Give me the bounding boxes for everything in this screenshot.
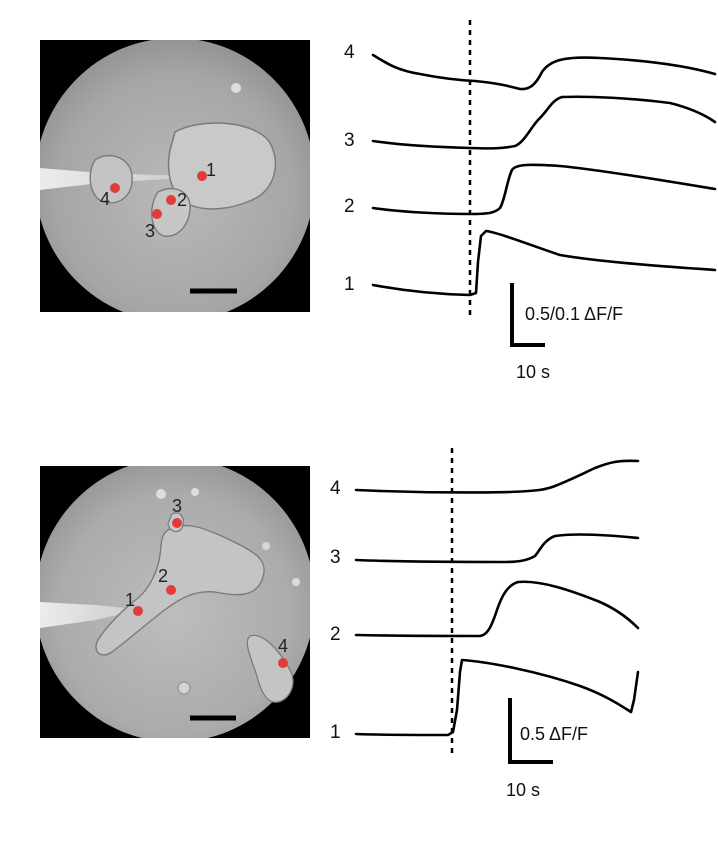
scale-x-label-b: 10 s (506, 780, 540, 800)
marker-a-3 (152, 209, 162, 219)
trace-label-a-3: 3 (344, 130, 355, 151)
cell-label-a-3: 3 (145, 221, 155, 241)
traces-a: 4 3 2 1 0.5/0.1 ΔF/F 10 s (344, 20, 717, 382)
trace-label-a-4: 4 (344, 42, 355, 63)
trace-a-3 (371, 95, 717, 150)
scale-bar-a (510, 283, 545, 347)
cell-label-b-4: 4 (278, 636, 288, 656)
scale-y-label-b: 0.5 ΔF/F (520, 724, 588, 744)
cell-label-b-1: 1 (125, 590, 135, 610)
scale-y-label-a: 0.5/0.1 ΔF/F (525, 304, 623, 324)
trace-label-a-1: 1 (344, 274, 355, 295)
trace-b-4 (354, 459, 640, 494)
trace-label-b-2: 2 (330, 624, 341, 645)
traces-b: 4 3 2 1 0.5 ΔF/F 10 s (330, 448, 640, 800)
trace-label-b-4: 4 (330, 478, 341, 499)
cell-label-a-2: 2 (177, 190, 187, 210)
scale-bar-b (508, 698, 553, 764)
trace-label-b-3: 3 (330, 547, 341, 568)
micrograph-a: 1 2 3 4 (40, 40, 310, 312)
trace-a-1 (371, 229, 717, 297)
marker-b-1 (133, 606, 143, 616)
trace-b-3 (354, 533, 640, 564)
scale-x-label-a: 10 s (516, 362, 550, 382)
cell-label-a-1: 1 (206, 160, 216, 180)
marker-b-2 (166, 585, 176, 595)
marker-b-3 (172, 518, 182, 528)
marker-a-2 (166, 195, 176, 205)
trace-b-2 (354, 580, 640, 638)
trace-a-4 (371, 53, 717, 91)
trace-b-1 (354, 658, 640, 737)
marker-a-4 (110, 183, 120, 193)
trace-a-2 (371, 163, 717, 216)
marker-b-4 (278, 658, 288, 668)
cell-label-a-4: 4 (100, 189, 110, 209)
micrograph-b: 3 2 1 4 (40, 466, 310, 738)
marker-a-1 (197, 171, 207, 181)
cell-label-b-3: 3 (172, 496, 182, 516)
cell-label-b-2: 2 (158, 566, 168, 586)
trace-label-b-1: 1 (330, 722, 341, 743)
trace-label-a-2: 2 (344, 196, 355, 217)
